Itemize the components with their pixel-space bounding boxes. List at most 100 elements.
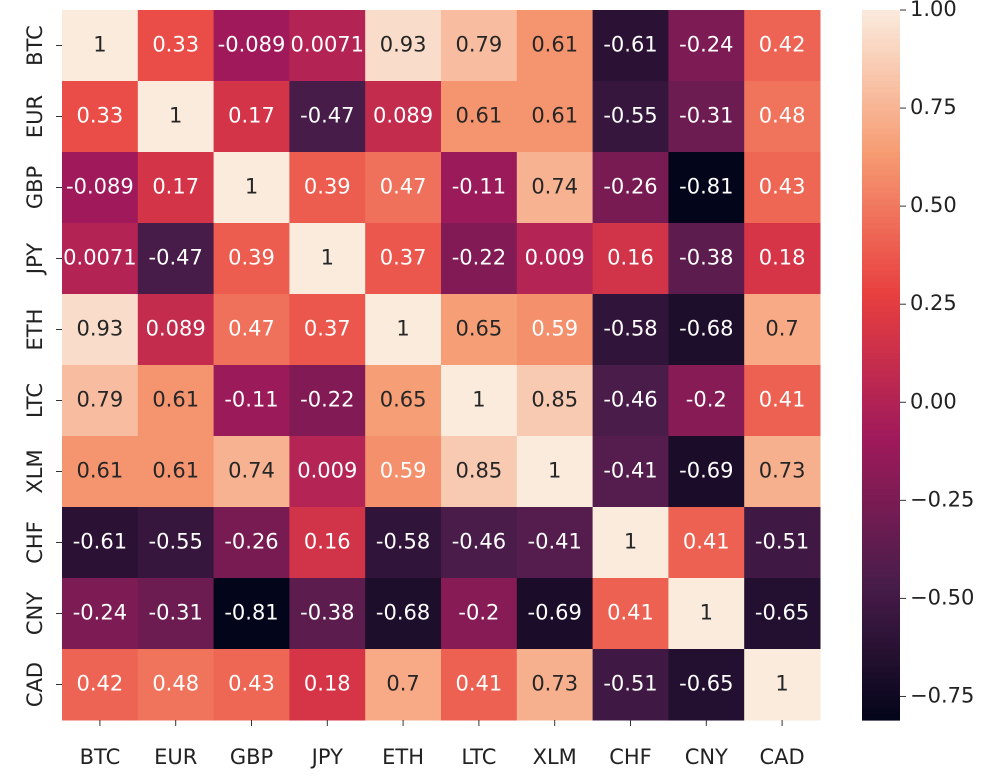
heatmap-cell [62,578,139,650]
heatmap-cell [744,152,821,224]
cell-label: 1 [700,601,713,625]
colorbar-segment [862,157,900,165]
cell-label: 0.48 [152,672,199,696]
cell-label: 0.009 [525,246,585,270]
heatmap-cell [365,223,442,295]
cell-label: 1 [775,672,788,696]
heatmap-cell [213,578,290,650]
x-tick-label: BTC [80,745,121,769]
colorbar-segment [862,501,900,508]
heatmap-cell [137,152,215,224]
heatmap-cell [289,507,366,579]
colorbar-segment [862,264,900,271]
colorbar-segment [862,536,900,544]
cell-label: -0.69 [528,601,582,625]
colorbar-segment [862,572,900,579]
cell-label: -0.24 [73,601,127,625]
colorbar-segment [862,660,900,668]
heatmap-cell [516,81,594,153]
colorbar-segment [862,684,900,692]
colorbar-segment [862,146,900,153]
heatmap-cell [668,152,745,224]
colorbar-segment [862,441,900,449]
colorbar-segment [862,530,900,538]
colorbar-segment [862,10,900,17]
heatmap-cell [137,649,215,721]
cell-label: 0.41 [759,388,806,412]
cell-label: -0.58 [376,530,430,554]
heatmap-cell [441,365,518,437]
heatmap-cell [62,649,139,721]
cell-label: 1 [472,388,485,412]
heatmap-cell [365,81,442,153]
heatmap-cell [592,507,669,579]
heatmap-cell [137,436,215,508]
colorbar-segment [862,578,900,585]
cell-label: 0.61 [531,33,578,57]
cell-label: 1 [93,33,106,57]
colorbar-segment [862,21,900,29]
cell-label: 0.39 [304,175,351,199]
colorbar-segment [862,619,900,626]
heatmap-cell [365,578,442,650]
cell-label: -0.68 [679,317,733,341]
y-tick-label: CHF [23,521,47,564]
heatmap-cell [744,649,821,721]
colorbar-tick-label: 0.75 [910,95,957,119]
heatmap-cell [516,294,594,366]
colorbar-segment [862,672,900,680]
colorbar-segment [862,613,900,621]
colorbar-segment [862,341,900,348]
colorbar-tick-label: 0.50 [910,193,957,217]
colorbar-segment [862,359,900,366]
cell-label: 0.73 [759,459,806,483]
colorbar-segment [862,140,900,147]
cell-label: -0.41 [603,459,657,483]
colorbar-segment [862,128,900,135]
heatmap-cell [213,81,290,153]
x-tick-label: JPY [310,745,343,769]
colorbar-segment [862,51,900,58]
colorbar-segment [862,666,900,674]
cell-label: -0.55 [149,530,203,554]
heatmap-cell [289,649,366,721]
cell-label: 0.61 [456,104,503,128]
cell-label: 0.33 [152,33,199,57]
heatmap-cell [365,152,442,224]
colorbar-segment [862,187,900,195]
cell-label: -0.31 [679,104,733,128]
heatmap-cell [365,10,442,82]
colorbar-segment [862,453,900,461]
colorbar-segment [862,240,900,248]
heatmap-cell [744,436,821,508]
cell-label: -0.47 [300,104,354,128]
cell-label: 0.74 [531,175,578,199]
colorbar-segment [862,459,900,467]
colorbar-segment [862,282,900,289]
x-tick-label: CAD [759,745,804,769]
cell-label: -0.11 [224,388,278,412]
cell-label: 0.009 [297,459,357,483]
heatmap-cell [744,10,821,82]
y-tick-label: EUR [23,95,47,138]
cell-label: 0.17 [152,175,199,199]
cell-label: 0.65 [380,388,427,412]
heatmap-cell [592,152,669,224]
heatmap-cell [516,152,594,224]
cell-label: 0.65 [456,317,503,341]
cell-label: 0.16 [304,530,351,554]
heatmap-cell [62,10,139,82]
cell-label: 0.0071 [63,246,136,270]
cell-label: -0.38 [300,601,354,625]
cell-label: 0.47 [380,175,427,199]
heatmap-cell [289,152,366,224]
colorbar-segment [862,205,900,212]
colorbar-segment [862,75,900,82]
colorbar-segment [862,92,900,100]
cell-label: 0.43 [759,175,806,199]
cell-label: -0.55 [603,104,657,128]
colorbar-segment [862,175,900,183]
cell-label: -0.38 [679,246,733,270]
heatmap-cell [365,649,442,721]
colorbar-segment [862,518,900,526]
